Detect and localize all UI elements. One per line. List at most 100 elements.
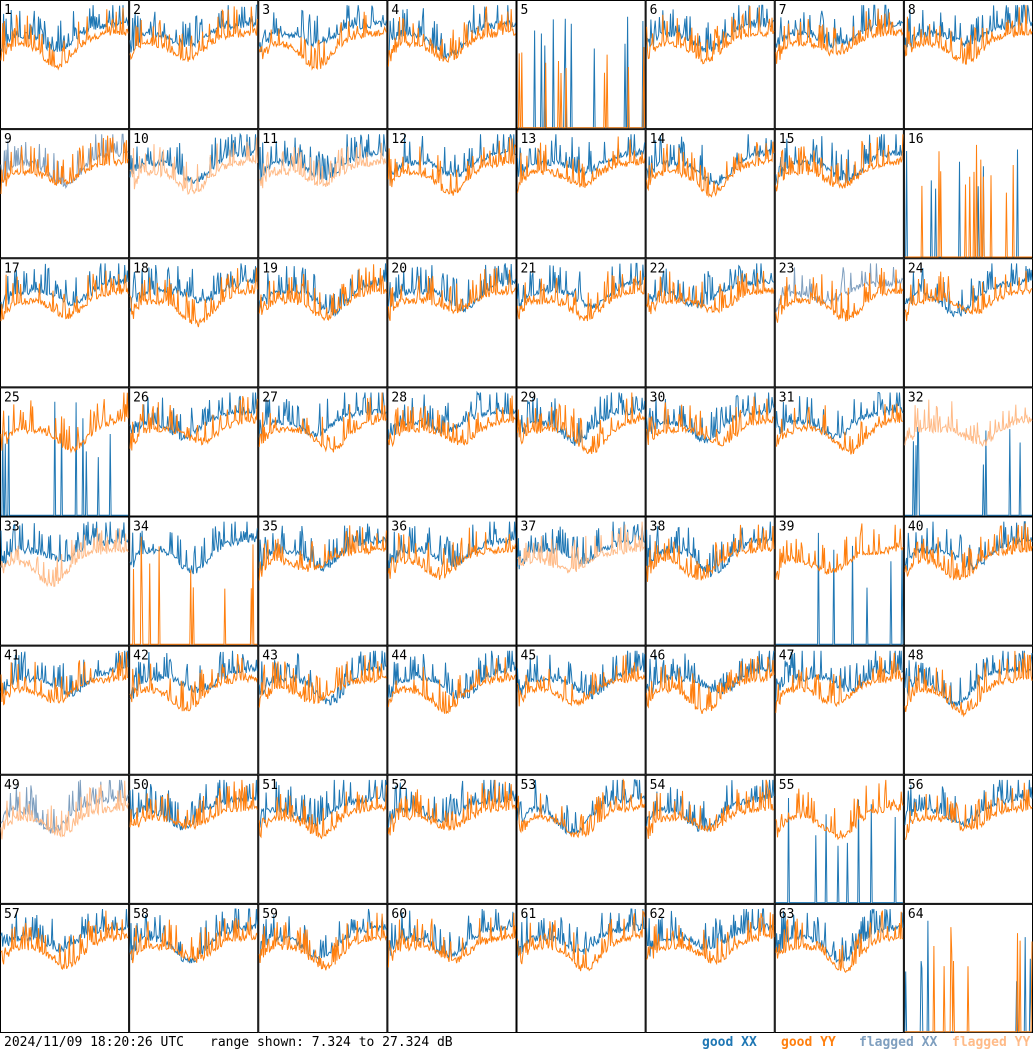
panel-frame [387, 774, 517, 904]
footer: 2024/11/09 18:20:26 UTC range shown: 7.3… [0, 1033, 1033, 1053]
panel-49: 49 [0, 774, 130, 904]
panel-frame [258, 516, 388, 646]
panel-4: 4 [387, 0, 517, 130]
panel-number: 37 [521, 520, 537, 535]
series-yy-line [517, 46, 646, 129]
panel-number: 48 [908, 649, 924, 664]
panel-number: 54 [650, 778, 666, 793]
series-yy-line [130, 536, 258, 645]
panel-21: 21 [516, 258, 646, 388]
series-xx-line [775, 392, 904, 440]
series-yy-line [646, 141, 775, 198]
series-yy-line [517, 778, 646, 839]
panel-40: 40 [903, 516, 1033, 646]
series-xx-line [1, 401, 129, 516]
panel-11: 11 [258, 129, 388, 259]
panel-frame [903, 387, 1033, 517]
series-yy-line [775, 267, 904, 323]
series-yy-line [646, 779, 775, 839]
series-xx-line [387, 650, 516, 700]
series-xx-line [775, 532, 904, 645]
panel-28: 28 [387, 387, 517, 517]
panel-number: 39 [779, 520, 795, 535]
series-yy-line [0, 270, 129, 322]
panel-52: 52 [387, 774, 517, 904]
series-xx-line [775, 134, 904, 185]
panel-9: 9 [0, 129, 130, 259]
panel-number: 31 [779, 390, 795, 405]
panel-6: 6 [645, 0, 775, 130]
panel-number: 7 [779, 3, 787, 18]
panel-27: 27 [258, 387, 388, 517]
panel-frame [258, 774, 388, 904]
series-xx-line [0, 521, 129, 568]
panel-59: 59 [258, 903, 388, 1033]
panel-number: 13 [521, 132, 537, 147]
series-yy-line [517, 910, 646, 972]
panel-number: 56 [908, 778, 924, 793]
series-yy-line [517, 136, 646, 194]
panel-23: 23 [774, 258, 904, 388]
panel-number: 23 [779, 261, 795, 276]
panel-number: 46 [650, 649, 666, 664]
series-yy-line [387, 267, 516, 321]
series-xx-line [387, 134, 516, 184]
series-yy-line [258, 264, 387, 322]
panel-frame [774, 129, 904, 259]
panel-5: 5 [516, 0, 646, 130]
panel-13: 13 [516, 129, 646, 259]
series-yy-line [129, 6, 258, 62]
series-yy-line [646, 524, 775, 582]
series-yy-line [258, 11, 387, 71]
panel-number: 28 [391, 390, 407, 405]
series-yy-line [904, 5, 1033, 65]
panel-30: 30 [645, 387, 775, 517]
series-xx-line [387, 779, 516, 828]
panel-frame [774, 516, 904, 646]
panel-45: 45 [516, 645, 646, 775]
panel-number: 40 [908, 520, 924, 535]
series-yy-line [0, 651, 129, 706]
panel-number: 26 [133, 390, 149, 405]
panel-17: 17 [0, 258, 130, 388]
series-yy-line [646, 912, 775, 966]
series-yy-line [904, 270, 1033, 322]
panel-number: 3 [262, 3, 270, 18]
series-yy-line [904, 650, 1033, 718]
panel-frame [387, 645, 517, 775]
panel-41: 41 [0, 645, 130, 775]
panel-number: 42 [133, 649, 149, 664]
panel-number: 35 [262, 520, 278, 535]
series-xx-line [258, 134, 387, 183]
panel-number: 58 [133, 907, 149, 922]
series-yy-line [775, 910, 904, 973]
panel-frame [903, 516, 1033, 646]
panel-frame [129, 774, 259, 904]
panel-18: 18 [129, 258, 259, 388]
panel-3: 3 [258, 0, 388, 130]
panel-43: 43 [258, 645, 388, 775]
panel-19: 19 [258, 258, 388, 388]
series-yy-line [258, 392, 387, 453]
panel-number: 51 [262, 778, 278, 793]
series-yy-line [775, 134, 904, 192]
series-yy-line [129, 137, 258, 195]
panel-number: 62 [650, 907, 666, 922]
panel-number: 36 [391, 520, 407, 535]
panel-8: 8 [903, 0, 1033, 130]
panel-24: 24 [903, 258, 1033, 388]
legend-good-yy: good YY [781, 1035, 836, 1050]
series-yy-line [258, 655, 387, 708]
panel-35: 35 [258, 516, 388, 646]
series-yy-line [904, 782, 1033, 840]
panel-15: 15 [774, 129, 904, 259]
panel-37: 37 [516, 516, 646, 646]
panel-47: 47 [774, 645, 904, 775]
panel-frame [387, 516, 517, 646]
panel-number: 38 [650, 520, 666, 535]
series-yy-line [258, 525, 387, 581]
panel-46: 46 [645, 645, 775, 775]
panel-number: 2 [133, 3, 141, 18]
panel-number: 61 [521, 907, 537, 922]
series-xx-line [129, 132, 258, 184]
